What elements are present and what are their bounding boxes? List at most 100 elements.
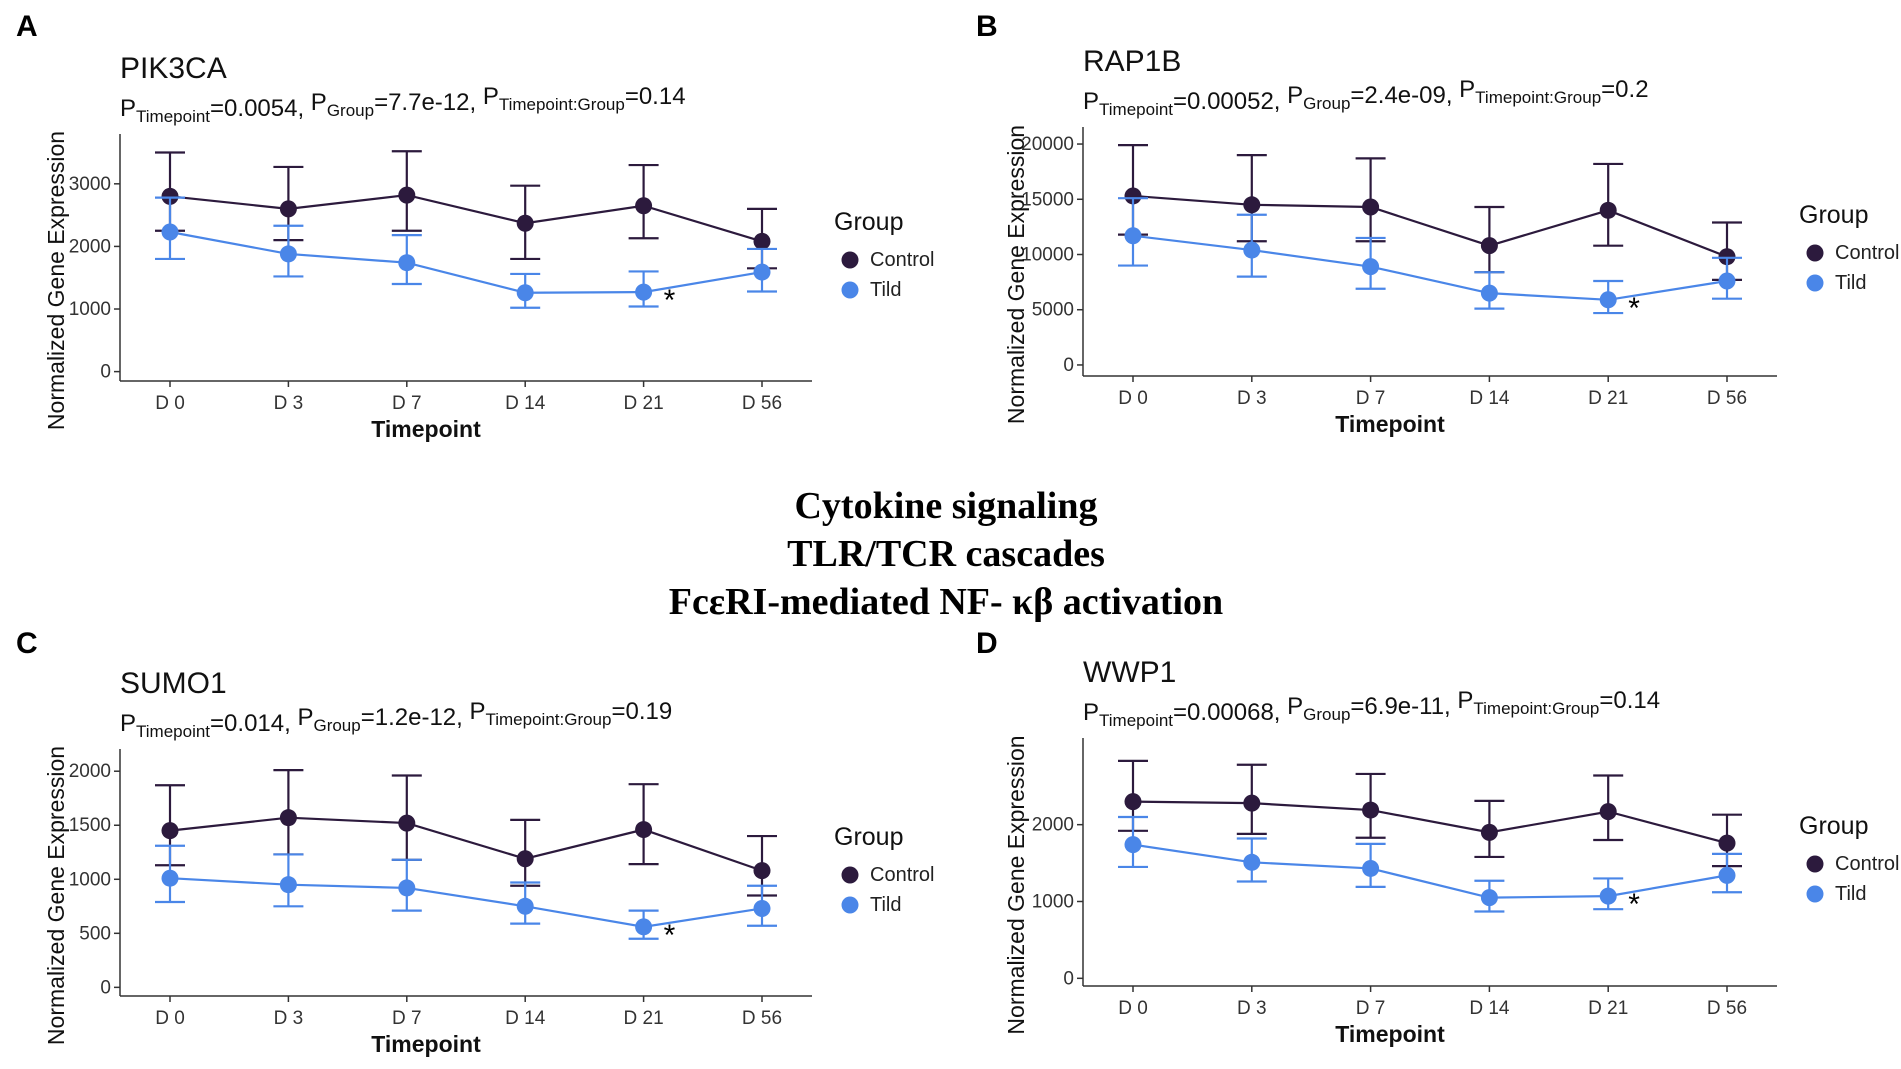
series-control [1118,759,1742,868]
data-point [516,897,534,915]
legend-label: Tild [870,279,901,301]
x-tick-label: D 7 [1356,998,1386,1019]
y-tick-label: 10000 [1021,245,1074,266]
x-axis-title: Timepoint [1335,411,1445,437]
p-value-part: P [311,89,327,116]
p-value-part: =0.14 [1599,687,1660,714]
data-point [1243,196,1261,214]
legend-marker [841,866,859,884]
x-tick-label: D 14 [505,1008,546,1029]
data-point [753,862,771,880]
series-line [1132,234,1728,301]
p-value-part: P [1287,82,1303,109]
p-value-subscript: Group [1303,94,1350,113]
x-tick-label: D 14 [1469,388,1510,409]
p-value-subscript: Timepoint:Group [485,710,611,729]
legend-marker [841,251,859,269]
data-point [1124,793,1142,811]
data-point [1362,801,1380,819]
data-point [516,214,534,232]
series-line [169,230,763,294]
y-tick-label: 2000 [69,761,111,782]
p-values: PTimepoint=0.00068, PGroup=6.9e-11, PTim… [1083,687,1660,730]
p-value-part: =0.2 [1601,76,1648,103]
data-point [1599,201,1617,219]
data-point [1480,237,1498,255]
p-value-part: P [297,704,313,731]
y-tick-label: 1000 [69,299,111,320]
legend-marker [1806,274,1824,292]
data-point [1124,187,1142,205]
p-value-part: P [1287,693,1303,720]
y-tick-label: 3000 [69,174,111,195]
series-line [169,193,763,243]
data-point [1599,291,1617,309]
series-tild [155,844,777,940]
data-point [1599,887,1617,905]
center-caption-line-1: Cytokine signaling [794,485,1097,527]
data-point [1718,248,1736,266]
legend-marker [841,896,859,914]
y-axis-title: Normalized Gene Expression [43,746,69,1045]
series-control [155,150,777,270]
x-tick-label: D 3 [274,393,304,414]
panel-letter: C [16,627,38,660]
p-value-subscript: Group [327,101,374,120]
x-tick-label: D 3 [1237,998,1267,1019]
data-point [1243,794,1261,812]
p-value-part: P [1083,88,1099,115]
legend-marker [1806,885,1824,903]
data-point [635,821,653,839]
data-point [516,850,534,868]
legend-label: Control [870,249,934,271]
y-tick-label: 5000 [1032,300,1074,321]
data-point [1243,241,1261,259]
series-control [155,769,777,897]
p-values: PTimepoint=0.014, PGroup=1.2e-12, PTimep… [120,698,672,741]
significance-asterisk: * [1628,888,1640,921]
data-point [1243,853,1261,871]
chart-title: SUMO1 [120,667,227,700]
p-value-part: P [120,95,136,122]
data-point [1362,198,1380,216]
x-tick-label: D 21 [624,393,664,414]
series-line [169,816,763,872]
x-tick-label: D 56 [742,1008,782,1029]
series-line [1132,194,1728,258]
legend-title: Group [1799,812,1868,840]
data-point [1718,866,1736,884]
data-point [1362,258,1380,276]
p-value-subscript: Group [1303,705,1350,724]
series-tild [1118,197,1742,315]
series-line [1132,843,1728,899]
p-value-subscript: Timepoint:Group [499,95,625,114]
data-point [753,899,771,917]
x-tick-label: D 56 [742,393,782,414]
data-point [161,822,179,840]
p-value-subscript: Group [313,716,360,735]
x-tick-label: D 3 [1237,388,1267,409]
data-point [398,254,416,272]
y-axis-title: Normalized Gene Expression [1003,735,1029,1034]
p-value-part: =0.00068, [1173,699,1287,726]
legend-label: Tild [870,894,901,916]
x-tick-label: D 0 [1118,998,1148,1019]
data-point [1124,227,1142,245]
significance-asterisk: * [664,919,676,952]
x-axis-title: Timepoint [371,416,481,442]
p-value-part: =2.4e-09, [1350,82,1459,109]
data-point [398,814,416,832]
significance-asterisk: * [1628,292,1640,325]
x-axis-title: Timepoint [1335,1021,1445,1047]
data-point [398,879,416,897]
data-point [1599,803,1617,821]
chart-title: WWP1 [1083,656,1176,689]
x-tick-label: D 7 [392,1008,422,1029]
data-point [635,283,653,301]
series-control [1118,144,1742,282]
y-axis-title: Normalized Gene Expression [43,131,69,430]
y-tick-label: 15000 [1021,189,1074,210]
